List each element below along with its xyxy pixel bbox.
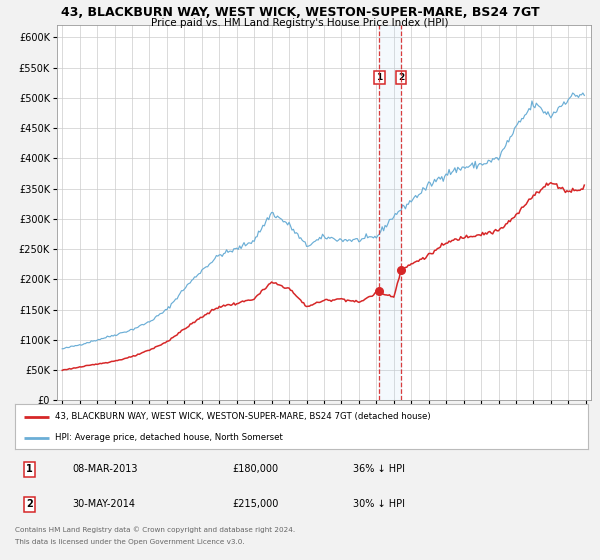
Text: £180,000: £180,000 <box>233 464 279 474</box>
Text: 30% ↓ HPI: 30% ↓ HPI <box>353 500 405 510</box>
Text: 36% ↓ HPI: 36% ↓ HPI <box>353 464 405 474</box>
Text: 30-MAY-2014: 30-MAY-2014 <box>73 500 136 510</box>
Text: 2: 2 <box>26 500 33 510</box>
Text: Contains HM Land Registry data © Crown copyright and database right 2024.: Contains HM Land Registry data © Crown c… <box>15 526 295 533</box>
Text: £215,000: £215,000 <box>233 500 279 510</box>
Text: 43, BLACKBURN WAY, WEST WICK, WESTON-SUPER-MARE, BS24 7GT (detached house): 43, BLACKBURN WAY, WEST WICK, WESTON-SUP… <box>55 412 431 421</box>
Text: 43, BLACKBURN WAY, WEST WICK, WESTON-SUPER-MARE, BS24 7GT: 43, BLACKBURN WAY, WEST WICK, WESTON-SUP… <box>61 6 539 18</box>
Text: This data is licensed under the Open Government Licence v3.0.: This data is licensed under the Open Gov… <box>15 539 245 545</box>
Text: 2: 2 <box>398 73 404 82</box>
Text: 1: 1 <box>26 464 33 474</box>
Text: Price paid vs. HM Land Registry's House Price Index (HPI): Price paid vs. HM Land Registry's House … <box>151 18 449 28</box>
Bar <box>379 25 401 400</box>
Text: 1: 1 <box>376 73 383 82</box>
Text: 08-MAR-2013: 08-MAR-2013 <box>73 464 138 474</box>
Text: HPI: Average price, detached house, North Somerset: HPI: Average price, detached house, Nort… <box>55 433 283 442</box>
